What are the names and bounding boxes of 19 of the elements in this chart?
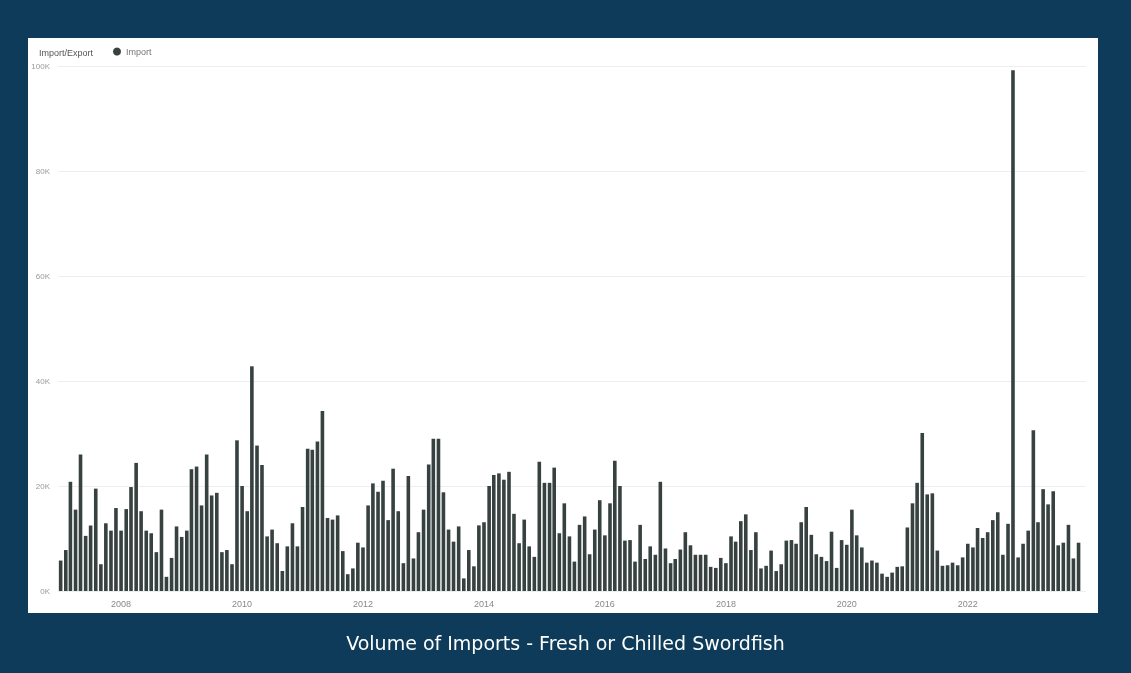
x-tick-label: 2014 — [473, 598, 495, 609]
y-tick-label: 40K — [35, 376, 51, 386]
y-tick-label: 60K — [35, 271, 51, 281]
x-tick-label: 2012 — [352, 598, 373, 609]
bar — [673, 558, 678, 591]
x-tick-label: 2020 — [836, 598, 857, 609]
x-tick-label: 2022 — [957, 598, 978, 609]
legend-label: Import — [126, 46, 153, 57]
x-tick-label: 2010 — [232, 598, 253, 609]
y-tick-label: 20K — [35, 481, 51, 491]
y-tick-label: 80K — [35, 166, 51, 176]
text: Volume of Imports - Fresh or Chilled Swordfish — [345, 632, 786, 654]
legend-title: Import/Export — [39, 47, 94, 58]
y-tick-label: 0K — [40, 586, 51, 596]
y-tick-label: 100K — [31, 61, 51, 71]
x-tick-label: 2008 — [111, 598, 132, 609]
x-tick-label: 2018 — [715, 598, 736, 609]
bar — [552, 467, 556, 591]
x-tick-label: 2016 — [594, 598, 615, 609]
